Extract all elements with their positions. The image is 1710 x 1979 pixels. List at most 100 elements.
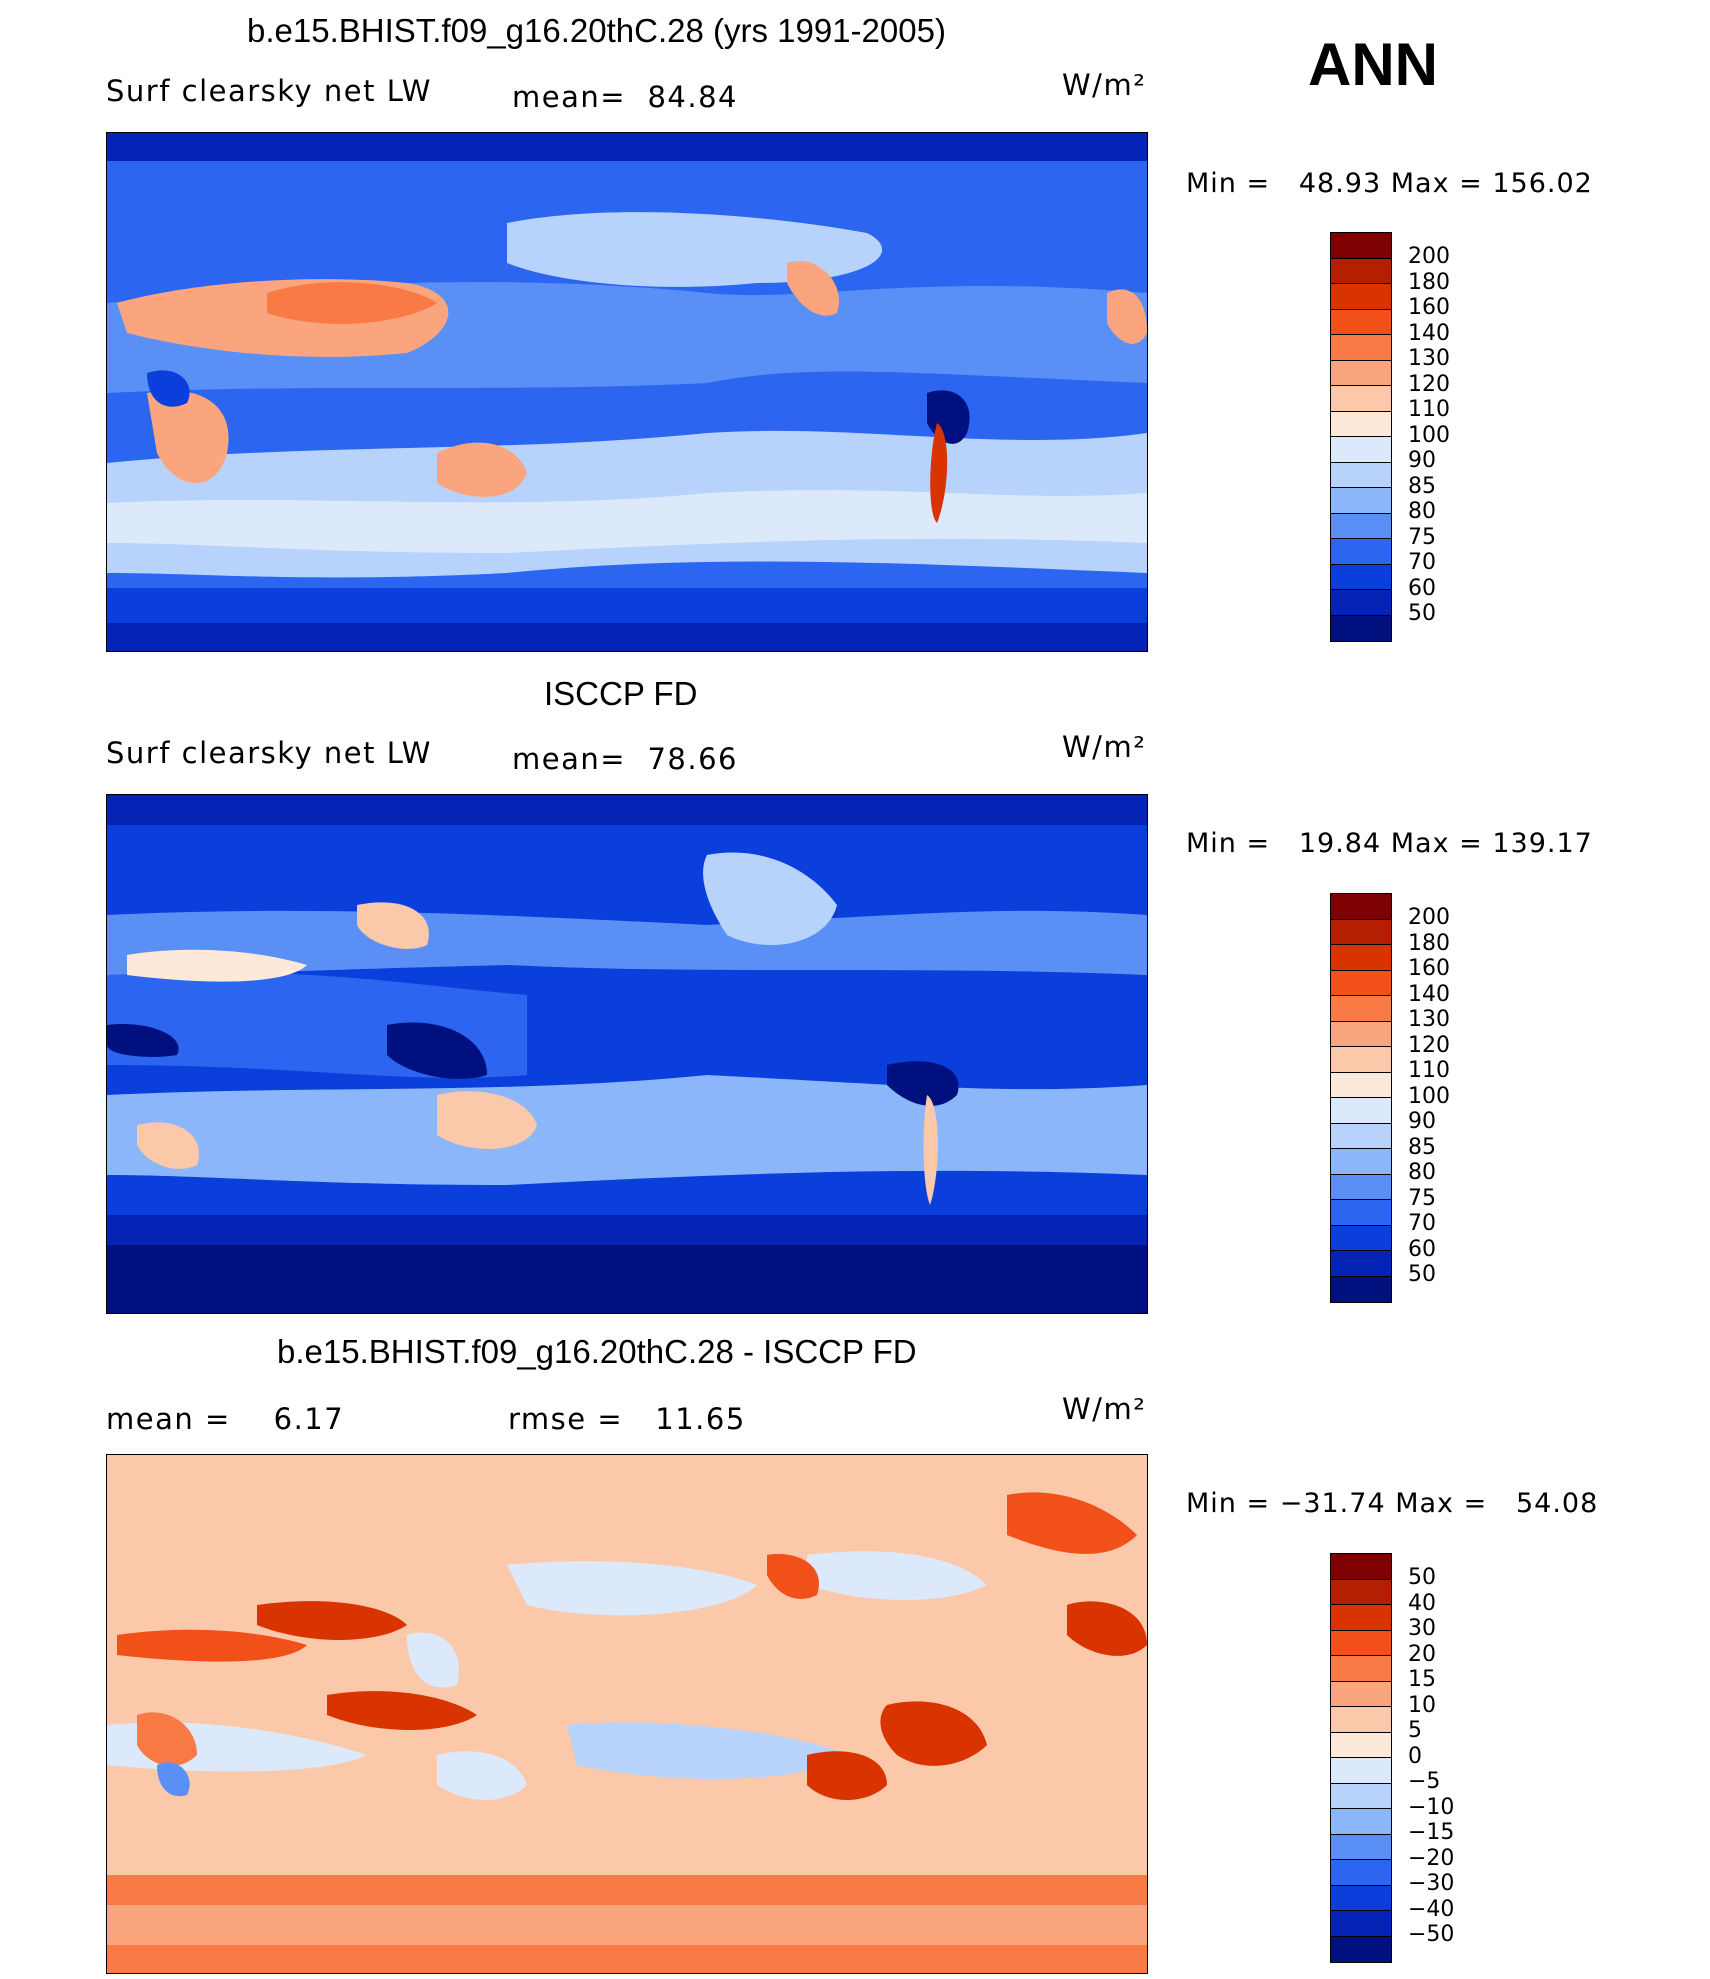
colorbar-label: 90 [1408, 1109, 1436, 1134]
panel-1-units: W/m² [1062, 68, 1147, 102]
colorbar-swatch [1331, 1276, 1391, 1302]
colorbar-swatch [1331, 437, 1391, 463]
colorbar-swatch [1331, 1021, 1391, 1047]
panel-1-map [106, 132, 1148, 652]
colorbar-label: 30 [1408, 1616, 1436, 1641]
colorbar-swatch [1331, 1605, 1391, 1631]
panel-3-rmse-label: rmse = 11.65 [508, 1402, 746, 1436]
colorbar-label: −15 [1408, 1820, 1455, 1845]
panel-1-minmax: Min = 48.93 Max = 156.02 [1186, 168, 1593, 199]
colorbar-swatch [1331, 1656, 1391, 1682]
colorbar-label: 140 [1408, 981, 1450, 1007]
panel-2-colorbar [1330, 893, 1392, 1303]
colorbar-label: −50 [1408, 1922, 1455, 1947]
colorbar-swatch [1331, 945, 1391, 971]
colorbar-label: −10 [1408, 1794, 1455, 1820]
colorbar-label: 110 [1408, 397, 1450, 422]
panel-1-colorbar [1330, 232, 1392, 642]
colorbar-label: 160 [1408, 956, 1450, 981]
colorbar-label: 80 [1408, 499, 1436, 524]
colorbar-label: −5 [1408, 1769, 1441, 1794]
colorbar-label: 85 [1408, 473, 1436, 499]
colorbar-swatch [1331, 462, 1391, 488]
panel-2-map [106, 794, 1148, 1314]
colorbar-label: 20 [1408, 1641, 1436, 1667]
colorbar-swatch [1331, 1936, 1391, 1962]
colorbar-swatch [1331, 335, 1391, 361]
colorbar-label: 80 [1408, 1160, 1436, 1185]
colorbar-swatch [1331, 1098, 1391, 1124]
colorbar-swatch [1331, 1860, 1391, 1886]
colorbar-swatch [1331, 919, 1391, 945]
colorbar-swatch [1331, 284, 1391, 310]
colorbar-swatch [1331, 233, 1391, 259]
colorbar-label: 120 [1408, 1032, 1450, 1058]
colorbar-swatch [1331, 360, 1391, 386]
colorbar-label: −30 [1408, 1871, 1455, 1896]
panel-3-mean-label: mean = 6.17 [106, 1402, 345, 1436]
colorbar-swatch [1331, 1047, 1391, 1073]
colorbar-label: 75 [1408, 1185, 1436, 1211]
colorbar-label: 40 [1408, 1590, 1436, 1616]
colorbar-label: 70 [1408, 550, 1436, 575]
colorbar-label: 15 [1408, 1667, 1436, 1692]
colorbar-swatch [1331, 258, 1391, 284]
colorbar-swatch [1331, 539, 1391, 565]
colorbar-swatch [1331, 1200, 1391, 1226]
panel-3-colorbar-labels: 50 40 30 20 15 10 5 0 −5 −10 −15 −20 −30 −40 −50 [1408, 1565, 1454, 1948]
colorbar-label: 50 [1408, 1565, 1436, 1590]
colorbar-swatch [1331, 996, 1391, 1022]
colorbar-swatch [1331, 411, 1391, 437]
panel-2-title: ISCCP FD [544, 675, 698, 712]
colorbar-swatch [1331, 1174, 1391, 1200]
colorbar-label: 180 [1408, 269, 1450, 295]
panel-1-mean-label: mean= 84.84 [512, 80, 738, 114]
colorbar-swatch [1331, 488, 1391, 514]
panel-3-minmax: Min = −31.74 Max = 54.08 [1186, 1488, 1599, 1519]
colorbar-swatch [1331, 1681, 1391, 1707]
colorbar-label: 130 [1408, 1007, 1450, 1032]
colorbar-swatch [1331, 1809, 1391, 1835]
colorbar-swatch [1331, 1707, 1391, 1733]
colorbar-label: 160 [1408, 295, 1450, 320]
panel-2-colorbar-labels: 200 180 160 140 130 120 110 100 90 85 80 75 70 60 50 [1408, 905, 1450, 1288]
panel-2-variable-label: Surf clearsky net LW [106, 736, 432, 770]
colorbar-label: −40 [1408, 1896, 1455, 1922]
panel-3-map [106, 1454, 1148, 1974]
colorbar-label: 130 [1408, 346, 1450, 371]
colorbar-label: 70 [1408, 1211, 1436, 1236]
colorbar-swatch [1331, 1072, 1391, 1098]
panel-3-title: b.e15.BHIST.f09_g16.20thC.28 - ISCCP FD [277, 1333, 917, 1370]
colorbar-label: 60 [1408, 575, 1436, 601]
colorbar-label: 90 [1408, 448, 1436, 473]
colorbar-label: 50 [1408, 601, 1436, 626]
colorbar-swatch [1331, 894, 1391, 920]
colorbar-swatch [1331, 615, 1391, 641]
colorbar-swatch [1331, 1732, 1391, 1758]
colorbar-label: 100 [1408, 1083, 1450, 1109]
colorbar-swatch [1331, 1911, 1391, 1937]
colorbar-label: 140 [1408, 320, 1450, 346]
colorbar-swatch [1331, 1630, 1391, 1656]
season-label: ANN [1308, 31, 1438, 98]
panel-3-units: W/m² [1062, 1392, 1147, 1426]
colorbar-label: 10 [1408, 1692, 1436, 1718]
colorbar-swatch [1331, 309, 1391, 335]
panel-2-minmax: Min = 19.84 Max = 139.17 [1186, 828, 1593, 859]
colorbar-swatch [1331, 1123, 1391, 1149]
colorbar-label: 200 [1408, 244, 1450, 269]
panel-2-mean-label: mean= 78.66 [512, 742, 738, 776]
colorbar-swatch [1331, 970, 1391, 996]
colorbar-swatch [1331, 564, 1391, 590]
colorbar-swatch [1331, 1225, 1391, 1251]
colorbar-label: 5 [1408, 1718, 1422, 1743]
colorbar-swatch [1331, 386, 1391, 412]
colorbar-label: 50 [1408, 1262, 1436, 1287]
colorbar-swatch [1331, 1251, 1391, 1277]
colorbar-label: 110 [1408, 1058, 1450, 1083]
panel-3-colorbar [1330, 1553, 1392, 1963]
colorbar-swatch [1331, 1783, 1391, 1809]
colorbar-label: 85 [1408, 1134, 1436, 1160]
colorbar-label: 120 [1408, 371, 1450, 397]
colorbar-swatch [1331, 590, 1391, 616]
